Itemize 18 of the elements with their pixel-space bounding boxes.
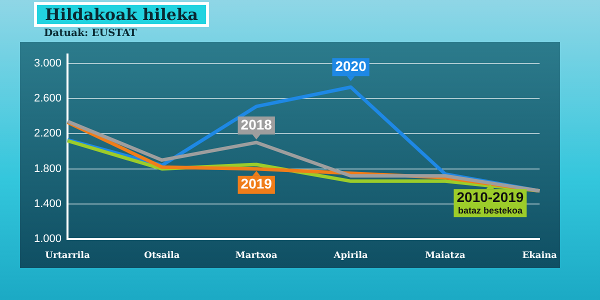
legend-label: 2019 <box>240 176 272 192</box>
chart-title: Hildakoak hileka <box>34 2 210 27</box>
y-tick-label: 2.200 <box>34 128 62 140</box>
x-tick-label: Urtarrila <box>45 250 90 261</box>
y-tick-label: 2.600 <box>34 92 62 105</box>
y-tick-label: 3.000 <box>34 57 62 70</box>
x-tick-label: Maiatza <box>425 250 466 261</box>
y-tick-label: 1.800 <box>34 162 62 175</box>
series-label: 2018 <box>240 116 272 132</box>
series-label: 2020 <box>335 58 367 74</box>
x-tick-label: Otsaila <box>144 250 180 261</box>
text: Datuak: EUSTAT <box>44 28 137 39</box>
legend-label: 2010-2019 bataz bestekoa <box>456 189 524 216</box>
x-tick-label: Martxoa <box>235 250 278 261</box>
x-tick-label: Ekaina <box>522 250 558 261</box>
x-tick-label: Apirila <box>332 250 368 261</box>
y-tick-label: 1.000 <box>34 233 62 246</box>
y-tick-label: 1.400 <box>34 198 62 210</box>
